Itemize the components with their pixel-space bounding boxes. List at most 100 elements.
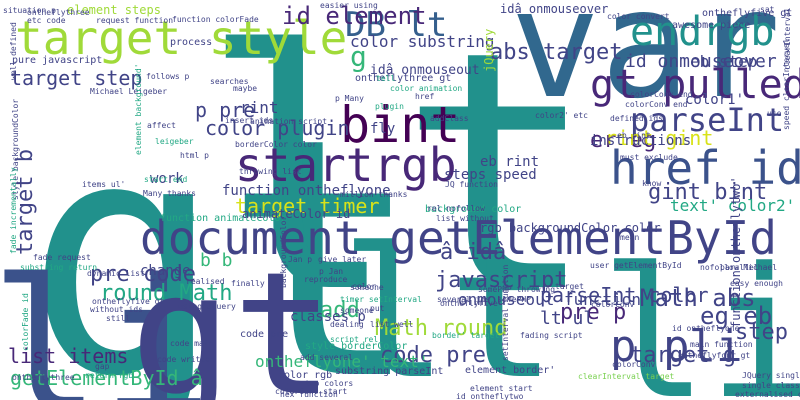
cloud-word: id element [282, 2, 427, 30]
cloud-word: ontheflyfour gt [678, 351, 751, 360]
cloud-word: Jan p [288, 255, 313, 264]
cloud-word: follows p [146, 72, 190, 81]
cloud-word: color [352, 282, 377, 291]
cloud-word: several ids [437, 295, 490, 304]
cloud-word: â idâ [440, 240, 507, 265]
cloud-word: etc code [27, 16, 66, 25]
cloud-word: JQuery single [742, 371, 800, 380]
cloud-word: affect [147, 121, 176, 130]
cloud-word: color substring [350, 32, 495, 51]
cloud-word: lt [340, 210, 557, 400]
cloud-word: add [320, 298, 360, 323]
cloud-word: user getElementById [590, 261, 682, 270]
cloud-word: function colorFade [172, 15, 259, 24]
cloud-word: someone [350, 283, 384, 292]
cloud-word: backgroundColor [279, 215, 288, 288]
cloud-word: endrgb [630, 9, 775, 55]
cloud-word: function animateColor [160, 213, 287, 224]
cloud-word: rel nofollow [427, 204, 485, 213]
cloud-word: eb step [690, 52, 758, 71]
cloud-word: border' target [432, 331, 500, 340]
cloud-word: substring parseInt [335, 366, 444, 377]
cloud-word: dealing [330, 320, 364, 329]
cloud-word: var [510, 0, 781, 132]
cloud-word: use [767, 109, 782, 118]
cloud-word: getElementById â [10, 366, 203, 390]
cloud-word: must exclude [620, 153, 678, 162]
cloud-word: dynamic list [87, 269, 145, 278]
cloud-word: hex function [280, 390, 338, 399]
cloud-word: startrgb [235, 138, 457, 192]
cloud-word: single classes [742, 381, 800, 390]
cloud-word: request function [96, 16, 174, 25]
cloud-word: color convert [607, 12, 670, 21]
cloud-word: code main [170, 339, 214, 348]
cloud-word: gt pulled [590, 62, 800, 108]
cloud-word: eg eb [700, 302, 773, 330]
cloud-word: clearInterval target [578, 372, 675, 381]
cloud-word: well defined [9, 22, 18, 80]
cloud-word: parseInt [630, 101, 785, 139]
cloud-word: main function [690, 340, 753, 349]
cloud-word: items ul' [82, 180, 126, 189]
cloud-word: rint [240, 98, 279, 117]
cloud-word: lt [200, 0, 598, 365]
cloud-word: fly [370, 121, 396, 137]
cloud-word: eb rint [617, 131, 651, 140]
cloud-word: list items [8, 344, 129, 368]
cloud-word: someone [340, 306, 374, 315]
cloud-word: colorConv [591, 300, 635, 309]
cloud-word: jQuery [482, 28, 496, 72]
cloud-word: li [0, 239, 213, 400]
cloud-word: element start [470, 384, 533, 393]
cloud-word: ul' somePHP [478, 295, 531, 304]
cloud-word: rgb backgroundColor color [480, 221, 661, 235]
cloud-word: nofollow Michael [700, 263, 778, 272]
cloud-word: lt ul [540, 308, 595, 329]
cloud-word: function ontheflytwo' [729, 176, 743, 328]
cloud-word: without ids [90, 305, 143, 314]
cloud-word: parallel [720, 263, 759, 272]
cloud-word: onmouseout function [458, 290, 642, 309]
cloud-word: abs target [490, 40, 623, 65]
cloud-word: animateColor id [242, 207, 351, 221]
cloud-word: using JQuery [178, 302, 236, 311]
cloud-word: element border' [465, 365, 556, 376]
cloud-word: substring return [20, 263, 98, 272]
cloud-word: target style [15, 11, 348, 65]
cloud-word: ontheflyfive gt [702, 8, 793, 19]
cloud-word: target [555, 282, 584, 291]
cloud-word: reproduce [304, 275, 348, 284]
cloud-word: html p [180, 151, 209, 160]
cloud-word: fade request [33, 253, 91, 262]
cloud-word: g [350, 40, 367, 73]
cloud-word: step [735, 320, 788, 345]
cloud-word: fade incrementally [9, 167, 18, 254]
cloud-word: colorConv end [630, 90, 693, 99]
cloud-word: addClass [430, 114, 469, 123]
cloud-word: p pli [610, 321, 743, 372]
cloud-word: instructions [590, 133, 692, 149]
cloud-word: rint gint [605, 126, 714, 150]
cloud-word: finally [231, 279, 265, 288]
cloud-word: ontheflyfive gt [92, 297, 165, 306]
cloud-word: pre code [90, 262, 196, 287]
cloud-word: easy enough [730, 279, 783, 288]
cloud-word: situation p [3, 6, 56, 15]
cloud-word: background color [425, 204, 522, 215]
cloud-word: gap [95, 362, 110, 371]
cloud-word: Math abs [640, 284, 756, 312]
cloud-word: href [415, 92, 435, 101]
cloud-word: classes p [290, 309, 366, 325]
cloud-word: script rel [330, 335, 379, 344]
cloud-word: document getElementById [140, 211, 777, 265]
cloud-word: DB lt [345, 5, 448, 45]
cloud-word: fading script [520, 331, 583, 340]
cloud-word: externalised color [735, 390, 800, 399]
cloud-word: mean [620, 233, 640, 242]
cloud-word: leigeber [155, 137, 194, 146]
cloud-word: million thanks [340, 190, 408, 199]
cloud-word: searches [210, 77, 249, 86]
cloud-word: element background' [134, 63, 143, 155]
